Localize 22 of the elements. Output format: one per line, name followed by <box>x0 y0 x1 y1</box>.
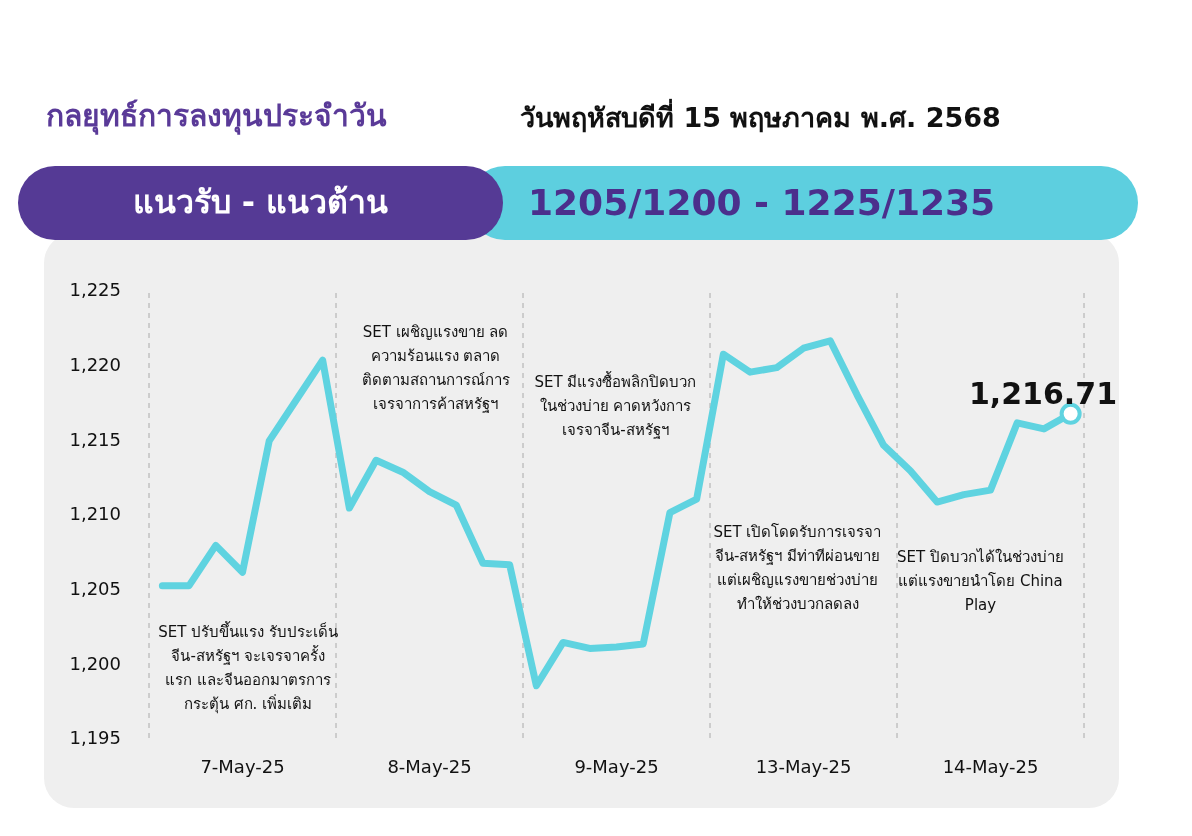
annotation: SET มีแรงซื้อพลิกปิดบวกในช่วงบ่าย คาดหวังการเจรจาจีน-สหรัฐฯ <box>533 370 698 441</box>
y-tick-label: 1,205 <box>69 578 121 600</box>
annotation: 1,216.71 <box>967 375 1118 413</box>
chart-title: กลยุทธ์การลงทุนประจำวัน <box>46 97 387 137</box>
y-tick-label: 1,210 <box>69 503 121 525</box>
text: 1205/1200 - 1225/1235 <box>468 166 1138 240</box>
y-tick-label: 1,215 <box>69 428 121 450</box>
text: แนวรับ - แนวต้าน <box>18 166 503 240</box>
annotation: SET ปรับขึ้นแรง รับประเด็นจีน-สหรัฐฯ จะเจรจาครั้งแรก และจีนออกมาตรการกระตุ้น ศก. เพิ่มเติม <box>158 620 338 716</box>
y-tick-label: 1,220 <box>69 354 121 376</box>
annotation: SET เผชิญแรงขาย ลดความร้อนแรง ตลาดติดตามสถานการณ์การเจรจาการค้าสหรัฐฯ <box>360 322 511 415</box>
x-tick-label: 9-May-25 <box>574 755 659 777</box>
y-tick-label: 1,195 <box>69 727 121 749</box>
x-tick-label: 7-May-25 <box>200 755 285 777</box>
annotation: SET ปิดบวกได้ในช่วงบ่าย แต่แรงขายนำโดย China Play <box>896 547 1065 616</box>
y-tick-label: 1,200 <box>69 652 121 674</box>
x-tick-label: 13-May-25 <box>755 755 852 777</box>
y-tick-label: 1,225 <box>69 279 121 301</box>
chart-subtitle: วันพฤหัสบดีที่ 15 พฤษภาคม พ.ศ. 2568 <box>520 98 1001 135</box>
x-tick-label: 14-May-25 <box>942 755 1039 777</box>
x-tick-label: 8-May-25 <box>387 755 472 777</box>
annotation: SET เปิดโดดรับการเจรจาจีน-สหรัฐฯ มีท่าทีผ่อนขาย แต่เผชิญแรงขายช่วงบ่าย ทำให้ช่วงบวกลดลง <box>712 522 883 615</box>
